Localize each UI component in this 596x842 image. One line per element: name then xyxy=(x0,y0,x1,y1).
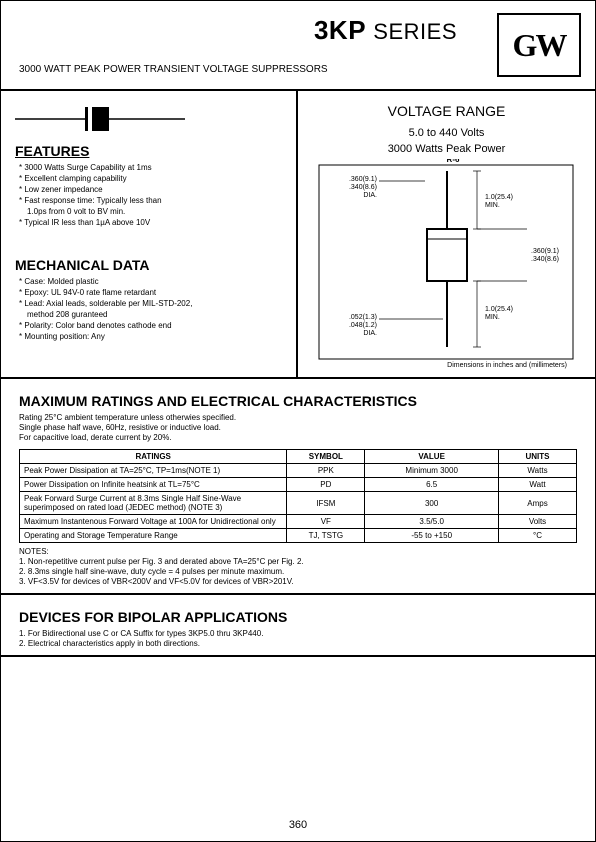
mech-item: * Epoxy: UL 94V-0 rate flame retardant xyxy=(19,288,282,298)
feature-item: * Excellent clamping capability xyxy=(19,174,282,184)
svg-text:MIN.: MIN. xyxy=(485,202,500,209)
svg-text:.340(8.6): .340(8.6) xyxy=(348,184,376,191)
title-main: 3KP xyxy=(314,15,366,45)
table-row: Peak Power Dissipation at TA=25°C, TP=1m… xyxy=(20,464,577,478)
note-item: 1. Non-repetitive current pulse per Fig.… xyxy=(19,557,577,567)
svg-text:1.0(25.4): 1.0(25.4) xyxy=(485,306,513,313)
col-units: UNITS xyxy=(499,450,577,464)
feature-item: * Fast response time: Typically less tha… xyxy=(19,196,282,206)
bipolar-item: 2. Electrical characteristics apply in b… xyxy=(19,639,577,649)
mechanical-heading: MECHANICAL DATA xyxy=(15,257,282,273)
datasheet-page: 3KP SERIES 3000 WATT PEAK POWER TRANSIEN… xyxy=(0,0,596,842)
svg-text:.048(1.2): .048(1.2) xyxy=(348,322,376,329)
col-symbol: SYMBOL xyxy=(287,450,365,464)
condition-text: For capacitive load, derate current by 2… xyxy=(19,433,577,443)
feature-item: * Typical IR less than 1µA above 10V xyxy=(19,218,282,228)
voltage-range-heading: VOLTAGE RANGE xyxy=(310,103,583,119)
svg-text:.360(9.1): .360(9.1) xyxy=(531,248,559,255)
svg-text:.360(9.1): .360(9.1) xyxy=(348,176,376,183)
mech-item: method 208 guranteed xyxy=(27,310,282,320)
title-suffix: SERIES xyxy=(373,19,457,44)
table-row: Maximum Instantenous Forward Voltage at … xyxy=(20,515,577,529)
title: 3KP SERIES xyxy=(19,15,577,46)
condition-text: Single phase half wave, 60Hz, resistive … xyxy=(19,423,577,433)
ratings-table: RATINGS SYMBOL VALUE UNITS Peak Power Di… xyxy=(19,449,577,543)
svg-text:.340(8.6): .340(8.6) xyxy=(531,256,559,263)
subtitle: 3000 WATT PEAK POWER TRANSIENT VOLTAGE S… xyxy=(19,64,577,75)
max-ratings-heading: MAXIMUM RATINGS AND ELECTRICAL CHARACTER… xyxy=(19,393,577,409)
diode-symbol-icon xyxy=(15,101,282,137)
voltage-range-line1: 5.0 to 440 Volts xyxy=(310,127,583,139)
table-row: Peak Forward Surge Current at 8.3ms Sing… xyxy=(20,492,577,515)
mech-item: * Polarity: Color band denotes cathode e… xyxy=(19,321,282,331)
voltage-range-line2: 3000 Watts Peak Power xyxy=(310,143,583,155)
feature-item: 1.0ps from 0 volt to BV min. xyxy=(27,207,282,217)
max-ratings-section: MAXIMUM RATINGS AND ELECTRICAL CHARACTER… xyxy=(1,379,595,595)
right-column: VOLTAGE RANGE 5.0 to 440 Volts 3000 Watt… xyxy=(298,91,595,377)
pkg-label: R-6 xyxy=(446,159,459,164)
package-outline-icon: R-6 .360(9.1) .340(8.6) DIA. 1.0(25.4) M… xyxy=(317,159,577,369)
col-ratings: RATINGS xyxy=(20,450,287,464)
feature-item: * 3000 Watts Surge Capability at 1ms xyxy=(19,163,282,173)
mech-item: * Lead: Axial leads, solderable per MIL-… xyxy=(19,299,282,309)
bipolar-section: DEVICES FOR BIPOLAR APPLICATIONS 1. For … xyxy=(1,595,595,657)
mech-item: * Case: Molded plastic xyxy=(19,277,282,287)
svg-text:.052(1.3): .052(1.3) xyxy=(348,314,376,321)
notes-label: NOTES: xyxy=(19,547,577,557)
svg-text:MIN.: MIN. xyxy=(485,314,500,321)
page-number: 360 xyxy=(1,819,595,831)
top-columns: FEATURES * 3000 Watts Surge Capability a… xyxy=(1,91,595,379)
bipolar-heading: DEVICES FOR BIPOLAR APPLICATIONS xyxy=(19,609,577,625)
table-header-row: RATINGS SYMBOL VALUE UNITS xyxy=(20,450,577,464)
note-item: 3. VF<3.5V for devices of VBR<200V and V… xyxy=(19,577,577,587)
note-item: 2. 8.3ms single half sine-wave, duty cyc… xyxy=(19,567,577,577)
left-column: FEATURES * 3000 Watts Surge Capability a… xyxy=(1,91,298,377)
bipolar-item: 1. For Bidirectional use C or CA Suffix … xyxy=(19,629,577,639)
page-header: 3KP SERIES 3000 WATT PEAK POWER TRANSIEN… xyxy=(1,1,595,91)
svg-text:Dimensions in inches and (mill: Dimensions in inches and (millimeters) xyxy=(447,362,567,369)
mech-item: * Mounting position: Any xyxy=(19,332,282,342)
brand-logo: GW xyxy=(497,13,581,77)
svg-text:DIA.: DIA. xyxy=(363,330,377,337)
svg-text:DIA.: DIA. xyxy=(363,192,377,199)
table-row: Power Dissipation on Infinite heatsink a… xyxy=(20,478,577,492)
feature-item: * Low zener impedance xyxy=(19,185,282,195)
features-heading: FEATURES xyxy=(15,143,282,159)
condition-text: Rating 25°C ambient temperature unless o… xyxy=(19,413,577,423)
col-value: VALUE xyxy=(365,450,499,464)
svg-text:1.0(25.4): 1.0(25.4) xyxy=(485,194,513,201)
table-row: Operating and Storage Temperature Range … xyxy=(20,529,577,543)
